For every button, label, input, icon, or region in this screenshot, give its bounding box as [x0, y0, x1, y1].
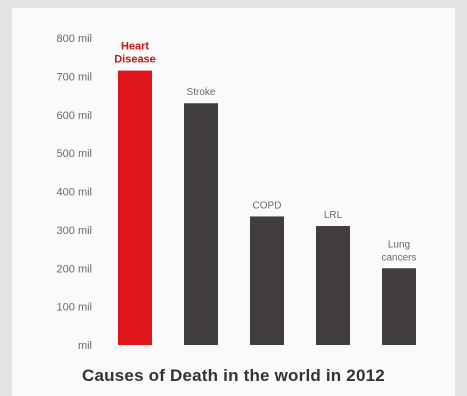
- y-tick-label: 100 mil: [57, 302, 92, 314]
- category-label: Disease: [114, 54, 156, 66]
- category-label: Stroke: [187, 87, 216, 98]
- category-label: cancers: [381, 252, 416, 263]
- y-tick-label: 800 mil: [57, 33, 92, 45]
- y-tick-label: 700 mil: [57, 71, 92, 83]
- y-axis-ticks: mil 100 mil 200 mil 300 mil 400 mil 500 mil 60…: [57, 33, 92, 352]
- bar: [382, 268, 416, 345]
- chart-title: Causes of Death in the world in 2012: [82, 366, 385, 385]
- y-tick-label: mil: [78, 340, 92, 352]
- category-label: Lung: [388, 239, 410, 250]
- category-label: COPD: [253, 200, 282, 211]
- y-tick-label: 600 mil: [57, 110, 92, 122]
- bar: [118, 70, 152, 346]
- bar: [250, 216, 284, 345]
- y-tick-label: 400 mil: [57, 187, 92, 199]
- category-label: Heart: [121, 41, 149, 53]
- y-tick-label: 500 mil: [57, 148, 92, 160]
- bar: [316, 226, 350, 345]
- bar: [184, 103, 218, 345]
- chart-panel: [12, 8, 455, 396]
- y-tick-label: 300 mil: [57, 225, 92, 237]
- bars: [118, 70, 416, 346]
- category-label: LRL: [324, 210, 343, 221]
- y-tick-label: 200 mil: [57, 263, 92, 275]
